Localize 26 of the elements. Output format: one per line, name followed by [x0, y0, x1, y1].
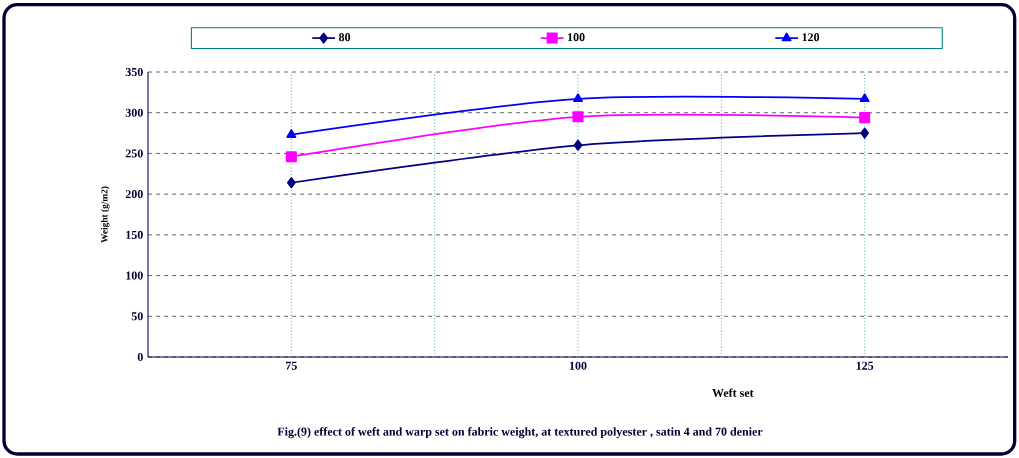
y-tick-label: 300 [125, 108, 143, 117]
legend-label: 100 [568, 33, 585, 42]
x-tick-label: 100 [569, 361, 587, 370]
y-tick-label: 0 [137, 352, 143, 362]
point [573, 93, 583, 103]
point [286, 129, 297, 138]
y-tick-label: 350 [125, 67, 143, 77]
point [285, 151, 297, 163]
y-tick-label: 200 [125, 190, 143, 199]
point [860, 127, 870, 139]
y-tick-label: 100 [126, 271, 143, 280]
legend-label: 80 [338, 33, 351, 42]
x-tick-label: 125 [856, 361, 874, 370]
text: Fig.(9) effect of weft and warp set on fabric weight, at textured polyester , satin 4 and 70 denier [277, 427, 763, 439]
point [859, 93, 870, 103]
x-axis-title: Weft set [712, 388, 754, 398]
y-axis-title: Weight (g/m2) [100, 186, 110, 243]
point [859, 112, 871, 124]
point [572, 111, 584, 123]
y-tick-label: 250 [125, 149, 143, 158]
x-tick-label: 75 [286, 361, 297, 370]
legend-label: 120 [802, 33, 820, 42]
y-tick-label: 150 [126, 230, 143, 239]
y-tick-label: 50 [131, 312, 143, 321]
point [286, 177, 296, 189]
point [573, 139, 583, 151]
